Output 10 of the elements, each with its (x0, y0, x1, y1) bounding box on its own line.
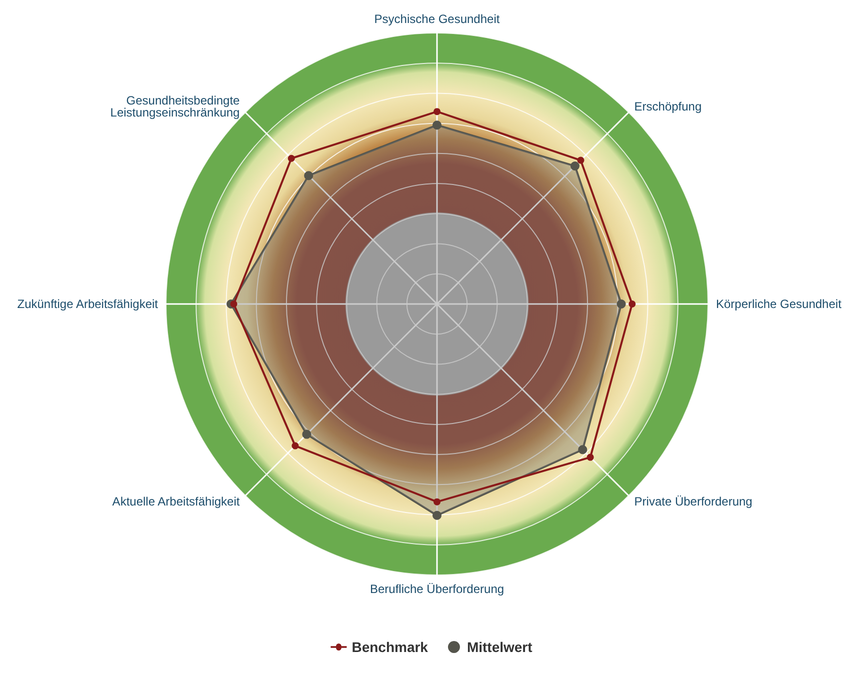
spoke-label: Berufliche Überforderung (370, 582, 504, 596)
spoke-label: Private Überforderung (634, 494, 752, 508)
spoke-label: Aktuelle Arbeitsfähigkeit (112, 494, 240, 508)
spoke-label: Gesundheitsbedingte Leistungseinschränkung (110, 94, 240, 120)
legend-label: Mittelwert (466, 639, 533, 655)
spoke-label: Körperliche Gesundheit (716, 297, 842, 311)
spoke-label: Psychische Gesundheit (374, 12, 500, 26)
legend-label: Benchmark (352, 639, 428, 655)
spoke-label: Zukünftige Arbeitsfähigkeit (17, 297, 159, 311)
spoke-label: Erschöpfung (634, 100, 702, 114)
